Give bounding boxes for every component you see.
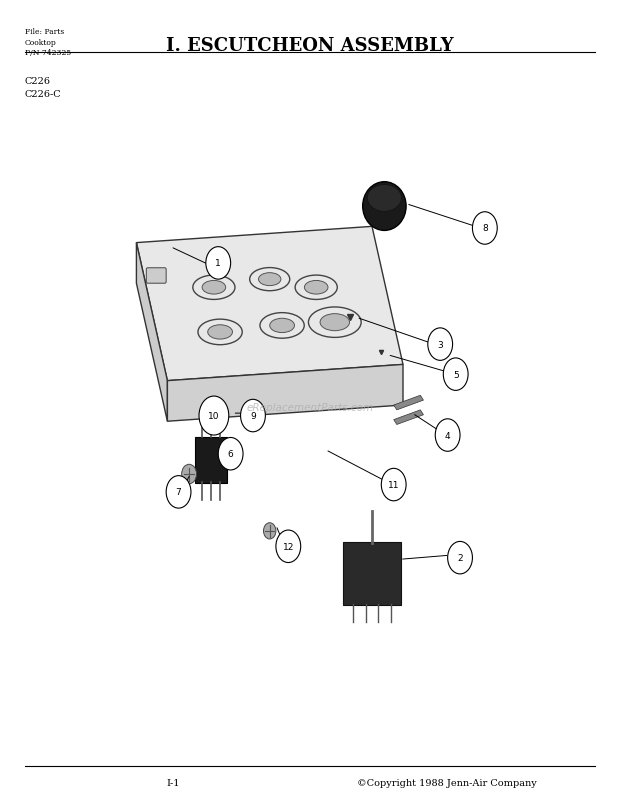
Text: 9: 9 [250, 411, 256, 421]
Circle shape [428, 328, 453, 361]
Circle shape [435, 419, 460, 452]
Circle shape [448, 542, 472, 574]
Circle shape [218, 438, 243, 470]
Ellipse shape [208, 325, 232, 340]
Text: 12: 12 [283, 542, 294, 551]
Circle shape [264, 523, 276, 539]
Ellipse shape [363, 182, 406, 231]
Circle shape [443, 358, 468, 391]
Text: 10: 10 [208, 411, 219, 421]
Polygon shape [167, 365, 403, 422]
Circle shape [381, 469, 406, 501]
Polygon shape [136, 227, 403, 381]
Text: 7: 7 [175, 487, 182, 497]
Text: 11: 11 [388, 480, 399, 490]
Circle shape [182, 465, 197, 484]
Circle shape [199, 397, 229, 436]
Ellipse shape [270, 319, 294, 333]
Text: C226
C226-C: C226 C226-C [25, 77, 61, 98]
Ellipse shape [202, 281, 226, 294]
Text: I. ESCUTCHEON ASSEMBLY: I. ESCUTCHEON ASSEMBLY [166, 36, 454, 54]
Polygon shape [394, 410, 423, 425]
Text: 5: 5 [453, 370, 459, 380]
Text: 8: 8 [482, 224, 488, 234]
Text: eReplacementParts.com: eReplacementParts.com [246, 402, 374, 412]
FancyBboxPatch shape [343, 543, 401, 605]
Text: I-1: I-1 [167, 778, 180, 787]
Circle shape [206, 247, 231, 280]
Text: File: Parts
Cooktop
P/N 742325: File: Parts Cooktop P/N 742325 [25, 28, 71, 57]
Text: 4: 4 [445, 431, 451, 440]
Text: 1: 1 [215, 259, 221, 268]
Circle shape [472, 212, 497, 245]
Polygon shape [394, 396, 423, 410]
Circle shape [166, 476, 191, 508]
Ellipse shape [304, 281, 328, 294]
FancyBboxPatch shape [195, 437, 227, 483]
Polygon shape [136, 243, 167, 422]
Text: 3: 3 [437, 340, 443, 350]
Circle shape [276, 530, 301, 563]
Circle shape [241, 400, 265, 432]
Text: ©Copyright 1988 Jenn-Air Company: ©Copyright 1988 Jenn-Air Company [356, 778, 536, 787]
FancyBboxPatch shape [146, 268, 166, 284]
Ellipse shape [320, 315, 350, 332]
Text: 6: 6 [228, 449, 234, 459]
Text: 2: 2 [457, 553, 463, 563]
Ellipse shape [259, 273, 281, 286]
Ellipse shape [367, 186, 402, 212]
